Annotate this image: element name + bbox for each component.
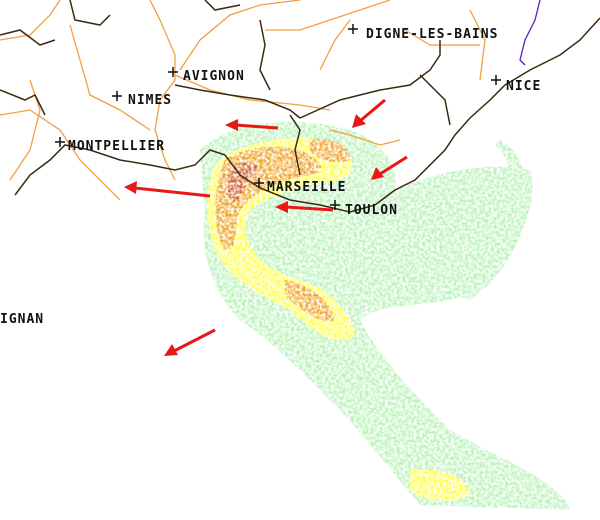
country-border	[519, 0, 541, 66]
rain-intense-core	[227, 162, 258, 205]
rain-light-band	[455, 140, 528, 300]
arrow-southwest-coast	[371, 155, 408, 180]
arrow-southwest-sea	[164, 328, 216, 356]
city-label-marseille: MARSEILLE	[267, 180, 346, 195]
department-borders	[0, 0, 486, 201]
city-label-perpignan: IGNAN	[0, 312, 44, 327]
radar-echoes	[200, 121, 570, 510]
city-label-nice: NICE	[506, 79, 541, 94]
city-labels: DIGNE-LES-BAINS AVIGNON NIMES NICE MONTP…	[0, 27, 541, 327]
city-label-nimes: NIMES	[128, 93, 172, 108]
rain-moderate-south	[410, 469, 470, 501]
rain-heavy-offshore	[285, 280, 335, 321]
wind-arrows	[124, 98, 408, 356]
city-markers	[55, 24, 501, 210]
city-label-digne: DIGNE-LES-BAINS	[366, 27, 498, 42]
city-label-montpellier: MONTPELLIER	[68, 139, 165, 154]
arrow-southwest-var	[352, 98, 386, 128]
rain-light-area	[200, 121, 570, 510]
coastline	[0, 0, 600, 213]
arrow-west-avignon	[225, 119, 279, 131]
city-label-avignon: AVIGNON	[183, 69, 245, 84]
arrow-west-toulon	[275, 201, 334, 213]
rain-heavy-east	[310, 138, 350, 162]
arrow-west-gulf	[124, 181, 211, 198]
city-label-toulon: TOULON	[345, 203, 398, 218]
